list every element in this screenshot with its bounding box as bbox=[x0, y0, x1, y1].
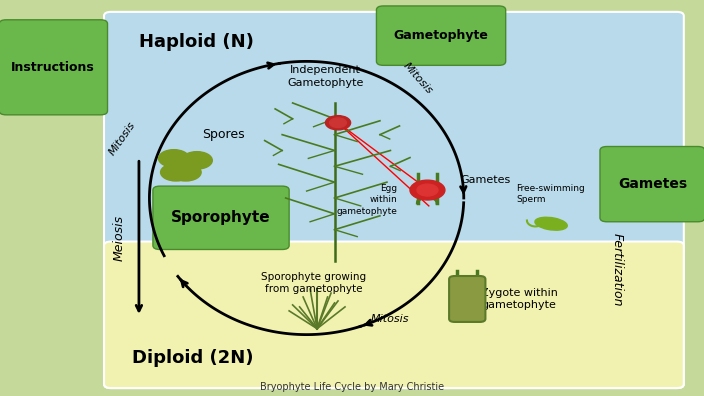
Circle shape bbox=[161, 164, 191, 181]
Text: Free-swimming
Sperm: Free-swimming Sperm bbox=[516, 184, 585, 204]
FancyBboxPatch shape bbox=[153, 186, 289, 249]
Circle shape bbox=[417, 184, 438, 196]
Text: Independent
Gametophyte: Independent Gametophyte bbox=[287, 65, 364, 88]
Circle shape bbox=[170, 164, 201, 181]
Circle shape bbox=[329, 118, 346, 128]
Ellipse shape bbox=[535, 217, 567, 230]
Text: Gametophyte: Gametophyte bbox=[394, 29, 488, 42]
FancyBboxPatch shape bbox=[449, 276, 486, 322]
Text: Meiosis: Meiosis bbox=[113, 215, 126, 261]
Text: Zygote within
gametophyte: Zygote within gametophyte bbox=[482, 288, 558, 310]
FancyBboxPatch shape bbox=[377, 6, 505, 65]
FancyBboxPatch shape bbox=[0, 20, 108, 115]
Text: Sporophyte growing
from gametophyte: Sporophyte growing from gametophyte bbox=[261, 272, 366, 294]
Text: Fertilization: Fertilization bbox=[611, 232, 624, 306]
Text: Mitosis: Mitosis bbox=[401, 61, 434, 96]
FancyBboxPatch shape bbox=[104, 242, 684, 388]
Text: Bryophyte Life Cycle by Mary Christie: Bryophyte Life Cycle by Mary Christie bbox=[260, 382, 444, 392]
FancyBboxPatch shape bbox=[104, 12, 684, 388]
Text: Spores: Spores bbox=[202, 128, 244, 141]
Text: Sporophyte: Sporophyte bbox=[171, 210, 270, 225]
Text: Mitosis: Mitosis bbox=[107, 120, 137, 158]
Circle shape bbox=[410, 180, 445, 200]
Circle shape bbox=[182, 152, 213, 169]
Text: Haploid (N): Haploid (N) bbox=[139, 32, 254, 51]
Text: Gametes: Gametes bbox=[460, 175, 510, 185]
Circle shape bbox=[158, 150, 189, 167]
Text: Gametes: Gametes bbox=[618, 177, 687, 191]
Circle shape bbox=[325, 116, 351, 130]
Text: Mitosis: Mitosis bbox=[371, 314, 410, 324]
Text: Diploid (2N): Diploid (2N) bbox=[132, 349, 253, 367]
FancyBboxPatch shape bbox=[600, 147, 704, 222]
Text: Egg
within
gametophyte: Egg within gametophyte bbox=[337, 185, 397, 215]
Text: Instructions: Instructions bbox=[11, 61, 95, 74]
